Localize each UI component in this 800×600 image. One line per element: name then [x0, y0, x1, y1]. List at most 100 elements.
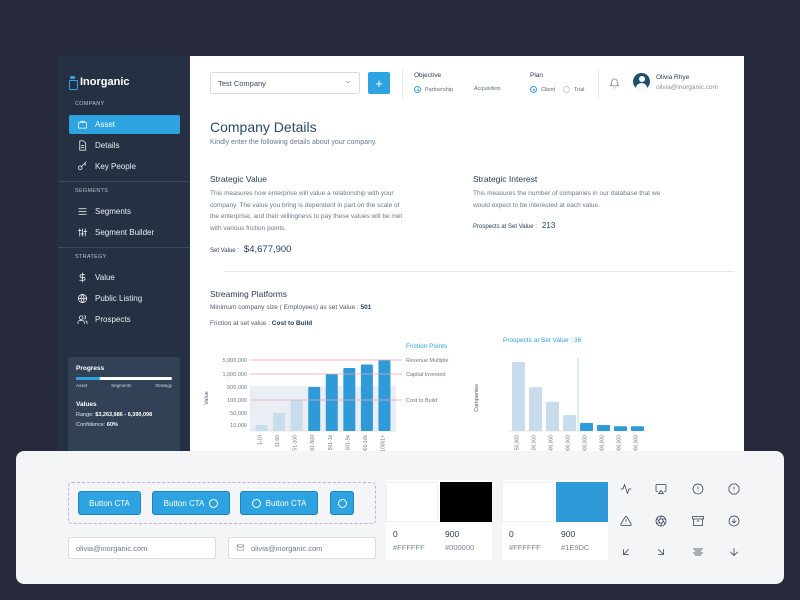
airplay-icon[interactable] — [654, 482, 668, 496]
description-line: would expect to be interested at each va… — [473, 201, 600, 209]
arrow-down-right-icon[interactable] — [654, 545, 668, 559]
user-email: olivia@inorganic.com — [656, 84, 718, 91]
sidebar-divider — [58, 181, 190, 182]
objective-radio-partnership[interactable]: Partnership — [414, 86, 453, 93]
cta-icon-button[interactable] — [330, 491, 354, 515]
swatch-white — [502, 482, 554, 522]
swatch-card: 0 900 #FFFFFF #1E9DC — [502, 480, 608, 560]
description-line: with various friction points. — [210, 224, 287, 232]
x-tick-label: 1001-5k — [345, 435, 351, 452]
y-tick-label: 500,000 — [227, 385, 247, 391]
x-tick-label: 5,000,000 — [634, 435, 640, 452]
bar — [308, 387, 321, 431]
y-axis-label: Value — [204, 391, 210, 405]
strategic-interest-title: Strategic Interest — [473, 174, 538, 184]
page-subtitle: Kindly enter the following details about… — [210, 139, 377, 146]
x-tick-label: 2,000,000 — [583, 435, 589, 452]
x-tick-label: 4,000,000 — [617, 435, 623, 452]
bar — [580, 423, 593, 431]
strategic-interest-description: This measures the number of companies in… — [473, 188, 733, 211]
alert-circle-icon[interactable] — [691, 482, 705, 496]
alert-octagon-icon[interactable] — [727, 482, 741, 496]
email-input-with-icon[interactable]: olivia@inorganic.com — [228, 537, 376, 559]
arrow-down-circle-icon[interactable] — [727, 514, 741, 528]
x-tick-label: 10001+ — [380, 435, 386, 452]
y-tick-label: 50,000 — [230, 411, 247, 417]
bell-icon[interactable] — [609, 76, 620, 94]
list-icon — [76, 206, 88, 218]
sidebar-item-segment-builder[interactable]: Segment Builder — [69, 223, 180, 242]
alert-triangle-icon[interactable] — [619, 514, 633, 528]
progress-stage: Asset — [76, 383, 88, 388]
app-logo[interactable]: Inorganic — [69, 76, 130, 90]
cta-button-icon-right[interactable]: Button CTA — [152, 491, 230, 515]
sidebar-item-key-people[interactable]: Key People — [69, 157, 180, 176]
sidebar-item-value[interactable]: Value — [69, 268, 180, 287]
progress-stages: Asset Segments Strategy — [76, 383, 172, 388]
aperture-icon[interactable] — [654, 514, 668, 528]
bar — [614, 426, 627, 431]
sidebar-item-public-listing[interactable]: Public Listing — [69, 289, 180, 308]
company-select[interactable]: Test Company — [210, 72, 360, 94]
friction-points-chart: Friction Points Value 5,000,000 1,000,000 50… — [204, 343, 449, 452]
sidebar-item-label: Details — [95, 141, 120, 150]
y-tick-label: 10,000 — [230, 423, 247, 429]
chevron-down-icon — [344, 78, 352, 88]
page-title: Company Details — [210, 119, 317, 135]
prospects-chart: Prospects at Set Value : 36 Companies 50,0… — [474, 337, 648, 452]
y-tick-label: 1,000,000 — [223, 372, 247, 378]
sidebar-item-label: Key People — [95, 162, 136, 171]
cta-button-label: Button CTA — [265, 498, 307, 508]
sidebar: Inorganic COMPANY Asset Details Key Peop… — [58, 56, 190, 452]
archive-icon[interactable] — [691, 514, 705, 528]
sidebar-item-label: Value — [95, 273, 115, 282]
prospects-label: Prospects at Set Value : — [473, 224, 537, 230]
progress-stage: Segments — [111, 383, 132, 388]
description-line: This measures how enterprise will value … — [210, 190, 394, 197]
sidebar-item-asset[interactable]: Asset — [69, 115, 180, 134]
x-tick-label: 11-50 — [275, 435, 281, 448]
sidebar-item-label: Segments — [95, 207, 132, 216]
set-value-label: Set Value : — [210, 248, 239, 254]
sidebar-item-segments[interactable]: Segments — [69, 202, 180, 221]
swatch-black — [440, 482, 492, 522]
values-title: Values — [76, 401, 97, 408]
sidebar-item-details[interactable]: Details — [69, 136, 180, 155]
add-button[interactable]: + — [368, 72, 390, 94]
cta-button-icon-left[interactable]: Button CTA — [240, 491, 318, 515]
plan-title: Plan — [530, 72, 544, 79]
description-line: This measures the number of companies in… — [473, 190, 661, 197]
briefcase-icon — [76, 119, 88, 131]
button-variants-group — [68, 482, 376, 524]
x-tick-label: 1,000,000 — [566, 435, 572, 452]
plan-radio-client[interactable]: Client — [530, 86, 555, 93]
arrow-down-left-icon[interactable] — [619, 545, 633, 559]
reference-line-label: Revenue Multiple — [406, 358, 449, 364]
bar — [290, 400, 303, 431]
bar — [325, 374, 338, 431]
friction-label: Friction at set value : — [210, 320, 270, 327]
arrow-down-icon[interactable] — [727, 545, 741, 559]
radio-label: Acquisition — [474, 86, 501, 92]
swatch-num: 0 — [509, 529, 514, 539]
min-company-size: Minimum company size ( Employees) as set… — [210, 304, 371, 311]
cta-button[interactable]: Button CTA — [78, 491, 141, 515]
cta-button-label: Button CTA — [89, 498, 130, 508]
sidebar-item-label: Asset — [95, 120, 116, 129]
section-label-strategy: STRATEGY — [75, 254, 107, 260]
plan-radio-trial[interactable]: Trial — [563, 86, 585, 93]
swatch-blue — [556, 482, 608, 522]
prospects-at-set-value: Prospects at Set Value : 213 — [473, 221, 555, 230]
set-value: Set Value : $4,677,900 — [210, 244, 291, 255]
x-tick-label: 3,000,000 — [600, 435, 606, 452]
email-input[interactable]: olivia@inorganic.com — [68, 537, 216, 559]
strategic-value-description: This measures how enterprise will value … — [210, 188, 460, 234]
avatar[interactable] — [633, 73, 650, 90]
align-center-icon[interactable] — [691, 545, 705, 559]
logo-icon — [69, 76, 78, 90]
objective-radio-acquisition[interactable]: Acquisition — [474, 86, 501, 92]
section-divider — [224, 271, 734, 272]
sidebar-item-label: Public Listing — [95, 294, 143, 303]
activity-icon[interactable] — [619, 482, 633, 496]
sidebar-item-prospects[interactable]: Prospects — [69, 310, 180, 329]
